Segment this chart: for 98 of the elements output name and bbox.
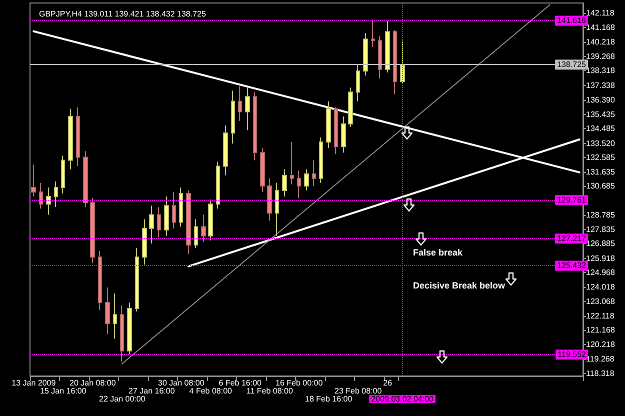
y-tick-label: 127.835	[586, 224, 616, 234]
x-tick-label: 30 Jan 08:00	[158, 378, 205, 388]
ref-line-label: 141.616	[557, 16, 587, 26]
y-tick-label: 130.685	[586, 182, 616, 191]
y-tick-label: 123.068	[586, 296, 616, 306]
candlestick	[334, 106, 338, 155]
candlestick	[68, 108, 73, 170]
candlestick	[105, 286, 110, 335]
y-tick-label: 133.520	[586, 138, 616, 148]
candlestick	[135, 247, 139, 312]
x-tick-label: 26	[383, 378, 393, 388]
candlestick	[54, 180, 58, 208]
candlestick	[164, 196, 169, 236]
candlestick	[61, 155, 65, 194]
x-tick-label: 4 Feb 08:00	[189, 386, 233, 396]
x-tick-label: 11 Feb 08:00	[246, 386, 294, 396]
candlestick	[297, 170, 301, 199]
annotation: False break	[413, 248, 464, 258]
candlestick	[363, 32, 368, 76]
x-tick-label: 27 Jan 16:00	[128, 386, 176, 396]
y-tick-label: 124.018	[586, 282, 616, 292]
candlestick	[142, 218, 147, 266]
y-tick-label: 119.268	[586, 354, 615, 364]
candlestick	[90, 198, 95, 264]
x-tick-label: 16 Feb 00:00	[276, 378, 324, 388]
y-tick-label: 128.785	[586, 210, 616, 220]
candlestick	[290, 142, 294, 185]
ref-line-label: 127.217	[557, 234, 587, 244]
y-tick-label: 138.318	[586, 66, 616, 76]
candlestick	[282, 168, 287, 198]
x-tick-label: 18 Feb 16:00	[305, 394, 353, 404]
y-tick-label: 136.390	[586, 95, 616, 104]
ref-line-label: 138.725	[557, 60, 587, 70]
candlestick	[186, 190, 191, 255]
candlestick	[385, 20, 390, 73]
candlestick	[371, 18, 375, 48]
candlestick	[157, 206, 161, 238]
candlestick	[341, 116, 346, 154]
candlestick	[312, 160, 316, 186]
candlestick	[304, 168, 309, 191]
candlestick	[348, 87, 353, 128]
candlestick	[201, 214, 206, 242]
candlestick	[172, 191, 176, 229]
x-tick-label: 13 Jan 2009	[12, 378, 56, 388]
candlestick	[378, 36, 382, 80]
candlestick	[267, 178, 272, 222]
annotation: Decisive Break below	[413, 280, 506, 290]
candlestick	[98, 250, 102, 311]
candlestick	[208, 199, 213, 241]
candlestick	[356, 64, 360, 102]
candlestick	[319, 137, 323, 184]
candlestick	[253, 92, 257, 161]
text: GBPJPY,H4 139.011 139.421 138.432 138.725	[39, 10, 207, 18]
candlestick	[223, 124, 228, 176]
candlestick	[179, 186, 183, 228]
candlestick	[39, 182, 43, 210]
candlestick	[127, 302, 132, 354]
candlestick	[120, 304, 124, 362]
y-tick-label: 142.118	[586, 8, 615, 18]
y-tick-label: 134.485	[586, 124, 616, 134]
candlestick	[149, 205, 154, 244]
candlestick	[113, 292, 117, 340]
candlestick	[76, 106, 80, 167]
ref-line-label: 119.552	[558, 350, 587, 360]
x-tick-label: 2009.03.02 04:00	[371, 394, 434, 404]
y-tick-label: 139.268	[586, 52, 616, 61]
y-tick-label: 122.118	[586, 311, 615, 320]
x-tick-label: 15 Jan 16:00	[40, 386, 87, 396]
y-tick-label: 132.585	[586, 152, 616, 162]
y-tick-label: 118.318	[586, 368, 615, 378]
candlestick	[194, 218, 198, 248]
candlestick	[46, 186, 51, 216]
y-tick-label: 137.338	[586, 81, 616, 90]
y-tick-label: 131.635	[586, 167, 616, 176]
x-tick-label: 6 Feb 16:00	[218, 378, 262, 388]
ref-line-label: 129.761	[557, 196, 587, 205]
x-tick-label: 23 Feb 08:00	[334, 386, 382, 396]
candlestick	[83, 150, 88, 208]
y-tick-label: 121.168	[586, 326, 616, 335]
candlestick	[245, 87, 250, 130]
ref-line-label: 125.432	[557, 261, 587, 270]
y-tick-label: 126.885	[586, 239, 616, 248]
y-tick-label: 141.168	[586, 23, 616, 32]
candlestick	[326, 100, 331, 149]
y-tick-label: 124.968	[586, 268, 616, 278]
candlestick	[260, 148, 265, 192]
y-tick-label: 125.918	[586, 254, 616, 263]
candlestick	[231, 90, 235, 144]
candlestick	[31, 164, 36, 198]
candlestick	[238, 86, 242, 122]
y-tick-label: 120.218	[586, 340, 616, 350]
candlestick	[275, 182, 279, 236]
candlestick	[393, 30, 397, 95]
x-tick-label: 20 Jan 08:00	[70, 378, 116, 388]
candlestick	[216, 161, 220, 210]
y-tick-label: 135.435	[586, 110, 616, 119]
x-tick-label: 22 Jan 00:00	[99, 394, 146, 404]
y-tick-label: 140.218	[586, 37, 616, 46]
